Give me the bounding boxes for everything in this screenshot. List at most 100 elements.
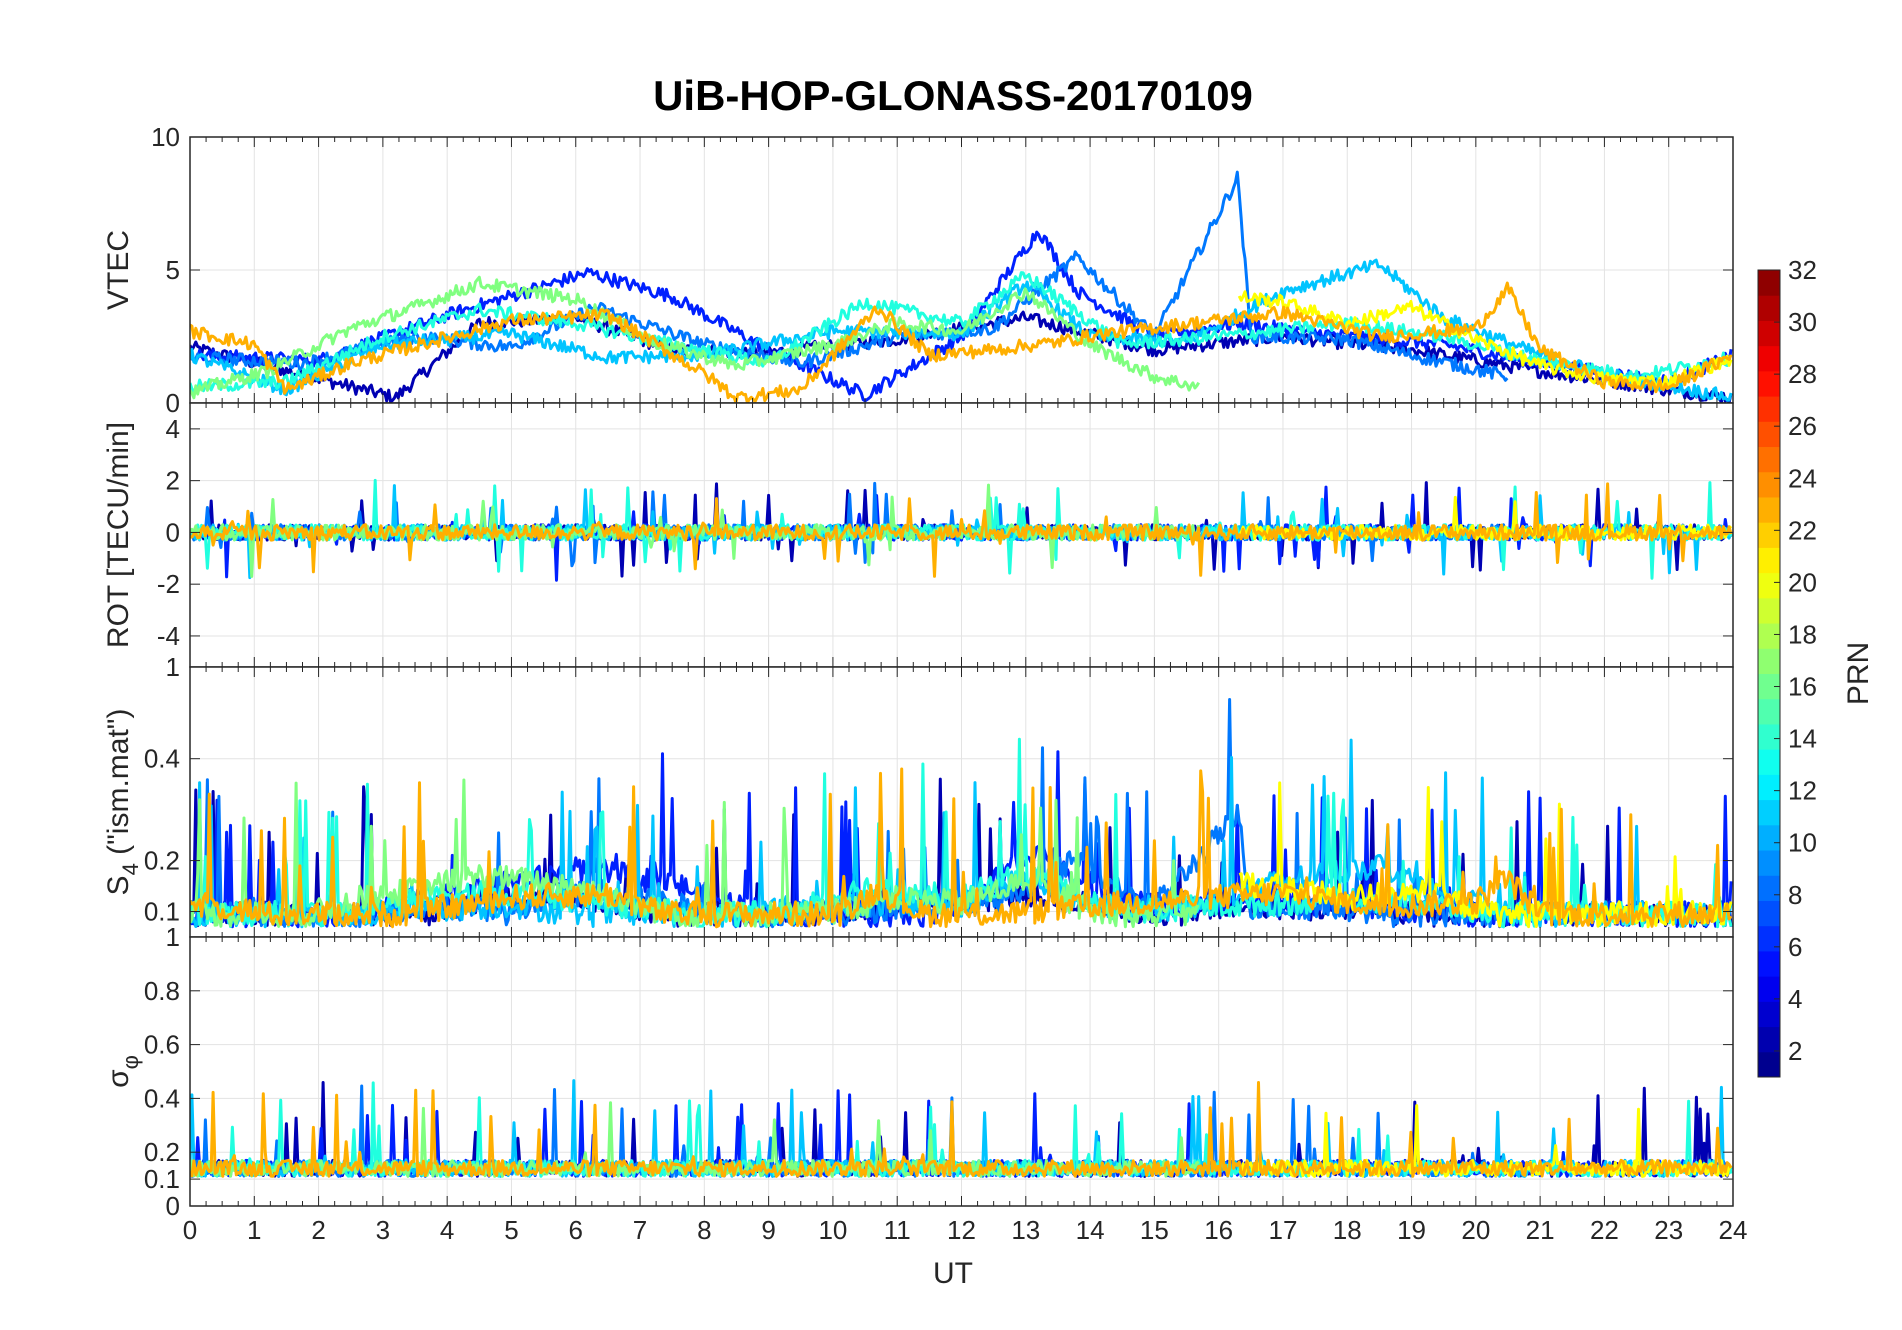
colorbar-bin [1758,623,1780,649]
colorbar-bin [1758,370,1780,397]
colorbar-tick-label: 14 [1788,724,1817,754]
colorbar-bin [1758,496,1780,523]
x-tick-label: 0 [183,1215,197,1245]
y-tick-label: 10 [151,122,180,152]
colorbar-tick-label: 16 [1788,672,1817,702]
colorbar-bin [1758,900,1780,927]
x-tick-label: 19 [1397,1215,1426,1245]
colorbar-tick-label: 2 [1788,1036,1802,1066]
colorbar-bin [1758,698,1780,725]
colorbar-tick-label: 30 [1788,307,1817,337]
x-tick-label: 20 [1461,1215,1490,1245]
colorbar-frame [1757,269,1781,1078]
series-line-prn-17 [190,483,1201,578]
panel-vtec: 0 5 10 VTEC [102,122,1734,418]
y-tick-label-top: 1 [166,652,180,682]
colorbar-bin [1758,799,1780,826]
x-tick-label: 7 [633,1215,647,1245]
colorbar-bin [1758,925,1780,952]
x-tick-label: 1 [247,1215,261,1245]
colorbar-bin [1758,572,1780,599]
y-tick-label: 1 [166,922,180,952]
colorbar-bin [1758,522,1780,548]
y-tick-label: 0.1 [144,897,180,927]
colorbar-tick-label: 20 [1788,567,1817,597]
x-tick-label: 18 [1333,1215,1362,1245]
x-tick-label: 6 [569,1215,583,1245]
series-group [190,170,1733,403]
colorbar-bin [1758,320,1780,347]
y-tick-label: 0 [166,517,180,547]
colorbar-tick-label: 18 [1788,619,1817,649]
series-line-prn-22 [190,281,1733,403]
y-tick-label: -2 [157,569,180,599]
colorbar-bin [1758,345,1780,372]
colorbar-bin [1758,547,1780,574]
y-tick-label: -4 [157,621,180,651]
x-tick-label: 4 [440,1215,454,1245]
colorbar-label: PRN [1842,642,1875,705]
y-tick-label: 0.2 [144,1137,180,1167]
colorbar-bin [1758,396,1780,422]
x-tick-label: 8 [697,1215,711,1245]
series-group [190,1079,1733,1178]
x-tick-label: 9 [761,1215,775,1245]
y-tick-label: 0.4 [144,744,180,774]
colorbar-bin [1758,1001,1780,1028]
colorbar-tick-label: 24 [1788,463,1817,493]
colorbar-bin [1758,950,1780,977]
colorbar-bin [1758,749,1780,775]
series-group [190,478,1733,582]
colorbar-bin [1758,774,1780,801]
series-line-prn-22 [190,1081,1733,1178]
colorbar-bin [1758,295,1780,321]
y-tick-label: 0 [166,1191,180,1221]
colorbar-tick-label: 4 [1788,984,1802,1014]
colorbar-tick-label: 8 [1788,880,1802,910]
y-axis-label-s4: S4 ("ism.mat") [102,709,143,896]
x-tick-label: 3 [376,1215,390,1245]
y-tick-label: 0.4 [144,1083,180,1113]
y-tick-label: 0.8 [144,976,180,1006]
colorbar-bin [1758,446,1780,473]
x-axis-label: UT [933,1257,973,1290]
y-tick-label: 4 [166,414,180,444]
x-tick-marks [189,403,1734,667]
x-tick-label: 23 [1654,1215,1683,1245]
x-tick-marks [189,937,1734,1206]
y-axis-label-rot: ROT [TECU/min] [102,422,135,648]
x-tick-label: 17 [1268,1215,1297,1245]
colorbar-tick-label: 22 [1788,515,1817,545]
y-tick-label: 0.1 [144,1164,180,1194]
colorbar-tick-label: 32 [1788,255,1817,285]
colorbar-bin [1758,648,1780,674]
colorbar-bin [1758,673,1780,700]
chart-title: UiB-HOP-GLONASS-20170109 [653,72,1253,119]
x-tick-label: 21 [1526,1215,1555,1245]
x-tick-label: 5 [504,1215,518,1245]
x-tick-label: 10 [818,1215,847,1245]
colorbar-bin [1758,1051,1780,1078]
series-line-prn-13 [190,271,1733,393]
colorbar-bin [1758,850,1780,876]
y-tick-label: 2 [166,466,180,496]
colorbar-tick-label: 28 [1788,359,1817,389]
series-line-prn-17 [190,275,1200,400]
colorbar-bin [1758,875,1780,901]
x-tick-label: 16 [1204,1215,1233,1245]
x-tick-label: 15 [1140,1215,1169,1245]
x-tick-label: 12 [947,1215,976,1245]
y-axis-label-vtec: VTEC [102,230,135,310]
x-tick-label: 14 [1076,1215,1105,1245]
panel-sigma_phi: 00.10.2 0.4 0.6 0.8 1 σφ [102,922,1734,1221]
x-tick-marks [189,137,1734,403]
series-line-prn-2 [190,310,1733,403]
x-tick-label: 11 [884,1215,911,1245]
x-tick-label: 22 [1590,1215,1619,1245]
panel-s4: 0.1 0.2 0.4 1 S4 ("ism.mat") [102,652,1734,938]
colorbar-bin [1758,723,1780,750]
colorbar-bin [1758,597,1780,624]
colorbar-tick-label: 10 [1788,828,1817,858]
